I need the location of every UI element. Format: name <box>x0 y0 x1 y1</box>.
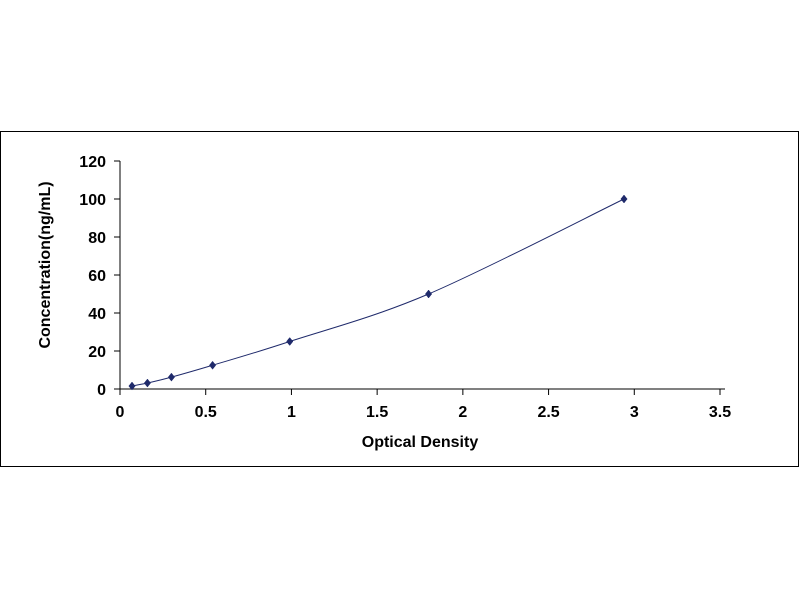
y-axis-title: Concentration(ng/mL) <box>37 181 54 348</box>
y-tick-label: 20 <box>88 344 106 361</box>
data-points <box>128 194 628 391</box>
fit-curve <box>131 198 625 387</box>
x-tick-label: 0.5 <box>195 404 217 421</box>
axes <box>119 161 725 390</box>
x-tick-label: 0 <box>116 404 125 421</box>
data-point <box>209 360 217 370</box>
y-tick-label: 40 <box>88 306 106 323</box>
data-point <box>167 372 175 382</box>
x-tick-label: 1.5 <box>366 404 388 421</box>
y-tick-label: 60 <box>88 268 106 285</box>
data-point <box>143 378 151 388</box>
y-tick-label: 0 <box>97 382 106 399</box>
y-tick-label: 100 <box>79 192 106 209</box>
y-tick-label: 80 <box>88 230 106 247</box>
data-point <box>286 337 294 346</box>
x-axis-ticks: 0 0.5 1 1.5 2 2.5 3 3.5 <box>116 389 731 421</box>
data-point <box>128 381 136 391</box>
x-tick-label: 3 <box>630 404 639 421</box>
data-point <box>620 194 628 204</box>
x-tick-label: 1 <box>287 404 296 421</box>
chart-frame <box>0 131 799 467</box>
x-axis-title: Optical Density <box>362 434 479 451</box>
y-axis-ticks: 0 20 40 60 80 100 120 <box>79 154 120 399</box>
x-tick-label: 3.5 <box>709 404 731 421</box>
x-tick-label: 2.5 <box>537 404 559 421</box>
y-tick-label: 120 <box>79 154 106 171</box>
x-tick-label: 2 <box>458 404 467 421</box>
data-point <box>425 289 433 299</box>
